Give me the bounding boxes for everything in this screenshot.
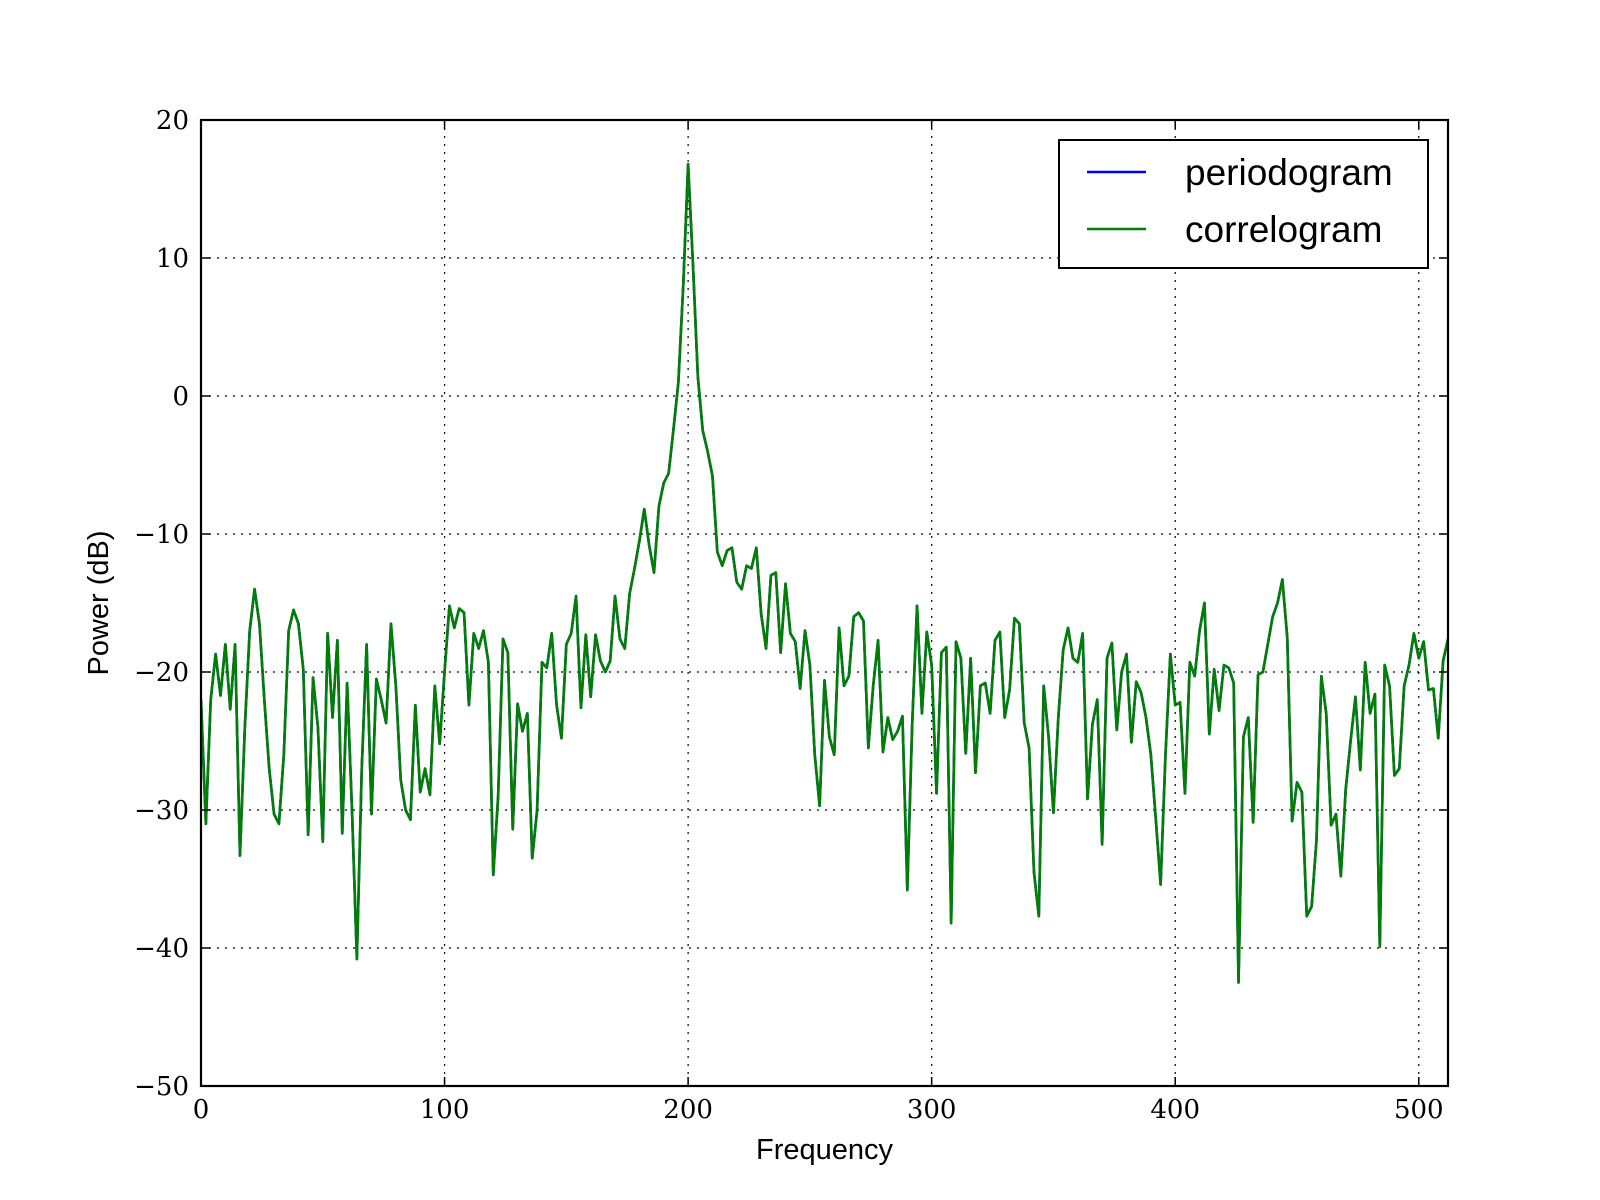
y-tick-labels: −50 −40 −30 −20 −10 0 10 20	[134, 106, 189, 1102]
x-tick-label: 200	[663, 1095, 713, 1125]
series-line-correlogram	[201, 162, 1448, 984]
grid-lines	[201, 120, 1448, 1086]
x-tick-label: 0	[193, 1095, 210, 1125]
y-tick-label: −40	[134, 934, 189, 964]
y-tick-label: 20	[156, 106, 189, 136]
x-tick-label: 500	[1394, 1095, 1444, 1125]
plot-area	[201, 162, 1448, 984]
x-tick-label: 100	[420, 1095, 470, 1125]
x-tick-label: 400	[1150, 1095, 1200, 1125]
y-tick-label: 0	[172, 382, 189, 412]
x-tick-labels: 0 100 200 300 400 500	[193, 1095, 1444, 1125]
axes-frame	[199, 118, 1450, 1088]
x-axis-label: Frequency	[756, 1134, 894, 1166]
legend-entry-periodogram: periodogram	[1185, 152, 1393, 193]
y-tick-label: −10	[134, 520, 189, 550]
legend-box	[1058, 139, 1429, 269]
x-tick-label: 300	[907, 1095, 957, 1125]
tick-marks	[200, 119, 1448, 1087]
legend-entry-correlogram: correlogram	[1185, 209, 1382, 250]
series-line-periodogram	[201, 162, 1448, 984]
y-axis-label: Power (dB)	[83, 530, 115, 675]
y-tick-label: −20	[134, 658, 189, 688]
y-tick-label: −50	[134, 1072, 189, 1102]
y-tick-label: −30	[134, 796, 189, 826]
legend: periodogram correlogram	[1058, 139, 1429, 269]
y-tick-label: 10	[156, 244, 189, 274]
